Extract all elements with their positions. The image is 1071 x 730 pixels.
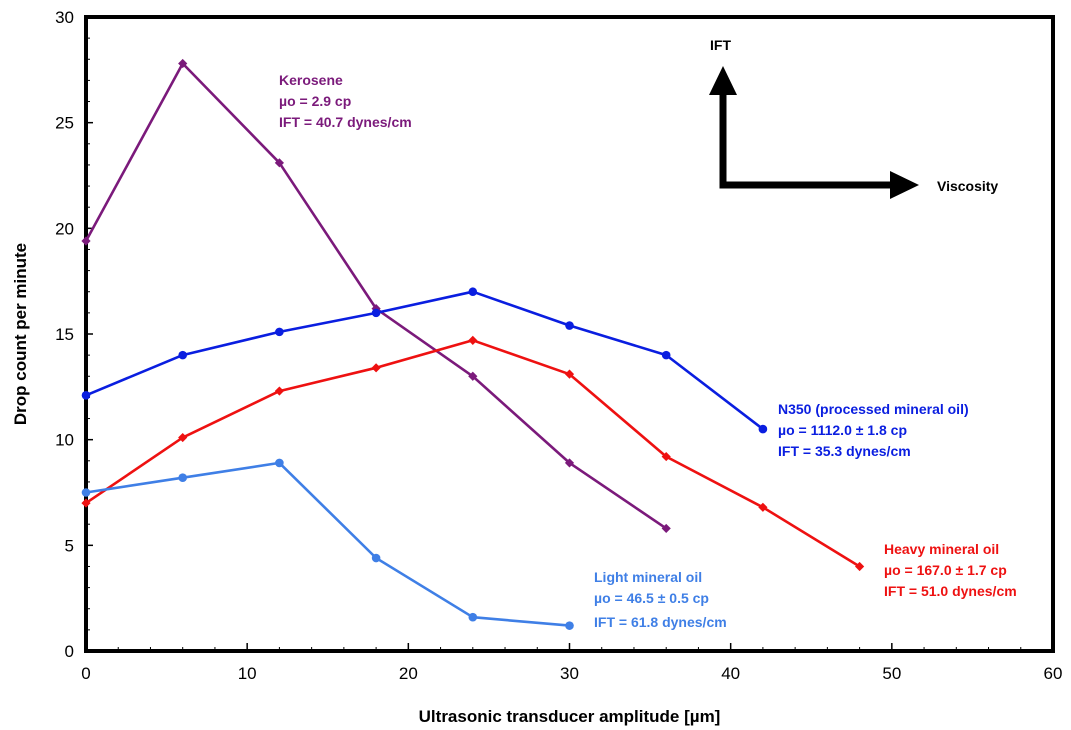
data-point: [758, 424, 768, 434]
data-point: [468, 371, 478, 381]
data-point: [371, 363, 381, 373]
data-point: [661, 523, 671, 534]
y-axis-title: Drop count per minute: [11, 243, 30, 425]
data-point: [81, 498, 91, 508]
series-line-kerosene: [84, 62, 667, 530]
annotation-n350-viscosity: µo = 1112.0 ± 1.8 cp: [778, 422, 907, 438]
data-point: [564, 369, 575, 379]
data-point: [564, 458, 575, 468]
annotation-kerosene-viscosity: µo = 2.9 cp: [279, 93, 351, 109]
x-tick-label: 40: [721, 664, 740, 683]
data-point: [274, 386, 284, 396]
series-heavy-mineral-oil: [81, 335, 865, 572]
data-point: [275, 458, 284, 468]
annotation-kerosene-ift: IFT = 40.7 dynes/cm: [279, 114, 412, 130]
data-point: [81, 488, 91, 497]
x-tick-label: 50: [882, 664, 901, 683]
annotation-light-ift: IFT = 61.8 dynes/cm: [594, 614, 727, 630]
annotation-n350-name: N350 (processed mineral oil): [778, 401, 969, 417]
data-point: [178, 473, 187, 483]
y-tick-label: 15: [55, 325, 74, 344]
x-tick-label: 30: [560, 664, 579, 683]
x-axis-title: Ultrasonic transducer amplitude [µm]: [419, 707, 721, 726]
annotation-heavy-ift: IFT = 51.0 dynes/cm: [884, 583, 1017, 599]
y-tick-label: 30: [55, 8, 74, 27]
y-tick-label: 20: [55, 219, 74, 238]
viscosity-arrow-head: [890, 171, 919, 199]
data-point: [661, 451, 671, 462]
annotation-light-name: Light mineral oil: [594, 569, 702, 585]
x-tick-label: 60: [1044, 664, 1063, 683]
series-light-mineral-oil: [81, 458, 574, 630]
axes: 0 5 10 15 20 25 30 0 10 20 30 40 50 60 Ultrasonic tran…: [11, 8, 1062, 726]
x-tick-label: 0: [81, 664, 90, 683]
inset-viscosity-label: Viscosity: [937, 178, 998, 194]
data-point: [371, 553, 381, 563]
y-tick-label: 25: [55, 114, 74, 133]
data-point: [371, 308, 381, 318]
data-point: [758, 502, 768, 512]
x-tick-label: 20: [399, 664, 418, 683]
data-point: [178, 350, 187, 360]
data-point: [468, 287, 478, 297]
annotation-n350-ift: IFT = 35.3 dynes/cm: [778, 443, 911, 459]
data-point: [855, 561, 865, 572]
data-point: [275, 327, 284, 337]
series-kerosene: [81, 58, 671, 534]
data-point: [81, 236, 91, 246]
annotation-heavy-name: Heavy mineral oil: [884, 541, 999, 557]
annotation-heavy-viscosity: µo = 167.0 ± 1.7 cp: [884, 562, 1007, 578]
series-group: [81, 58, 865, 630]
data-point: [565, 321, 574, 330]
data-point: [565, 621, 574, 630]
annotations: Kerosene µo = 2.9 cp IFT = 40.7 dynes/cm…: [279, 72, 1017, 630]
y-tick-label: 0: [65, 642, 74, 661]
data-point: [178, 58, 188, 69]
y-tick-label: 5: [65, 536, 74, 555]
inset-ift-label: IFT: [710, 37, 731, 53]
data-point: [468, 335, 478, 345]
data-point: [468, 612, 478, 622]
data-point: [81, 390, 91, 400]
annotation-light-viscosity: µo = 46.5 ± 0.5 cp: [594, 590, 709, 606]
annotation-kerosene-name: Kerosene: [279, 72, 343, 88]
series-line-n350-processed-mineral-oil: [85, 290, 764, 431]
data-point: [178, 432, 188, 443]
ift-arrow-head: [709, 66, 737, 95]
series-n350-processed-mineral-oil: [81, 287, 768, 434]
series-line-light-mineral-oil: [85, 461, 570, 627]
x-tick-label: 10: [238, 664, 257, 683]
data-point: [274, 158, 284, 168]
ift-viscosity-inset: IFT Viscosity: [709, 37, 998, 199]
data-point: [661, 350, 671, 360]
y-tick-label: 10: [55, 431, 74, 450]
